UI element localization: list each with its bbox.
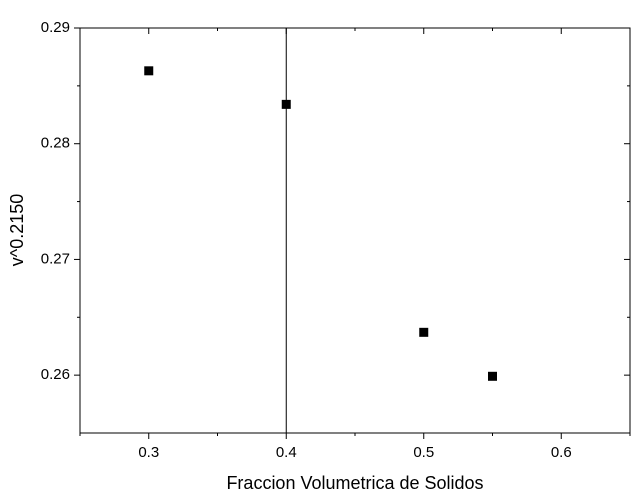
plot-frame: [79, 27, 631, 434]
point: [281, 99, 291, 109]
x-tick-label: 0.5: [413, 444, 434, 461]
point: [419, 327, 429, 337]
y-tick-label: 0.26: [41, 366, 70, 383]
point: [488, 371, 497, 381]
x-axis-title: Fraccion Volumetrica de Solidos: [226, 473, 483, 493]
y-axis-title: v^0.2150: [7, 194, 27, 267]
x-tick-label: 0.4: [276, 444, 297, 461]
y-tick-label: 0.28: [41, 135, 70, 152]
y-tick-label: 0.27: [41, 250, 70, 267]
x-tick-label: 0.6: [551, 444, 572, 461]
x-tick-label: 0.3: [138, 444, 159, 461]
point: [144, 66, 154, 76]
y-tick-label: 0.29: [41, 19, 70, 36]
